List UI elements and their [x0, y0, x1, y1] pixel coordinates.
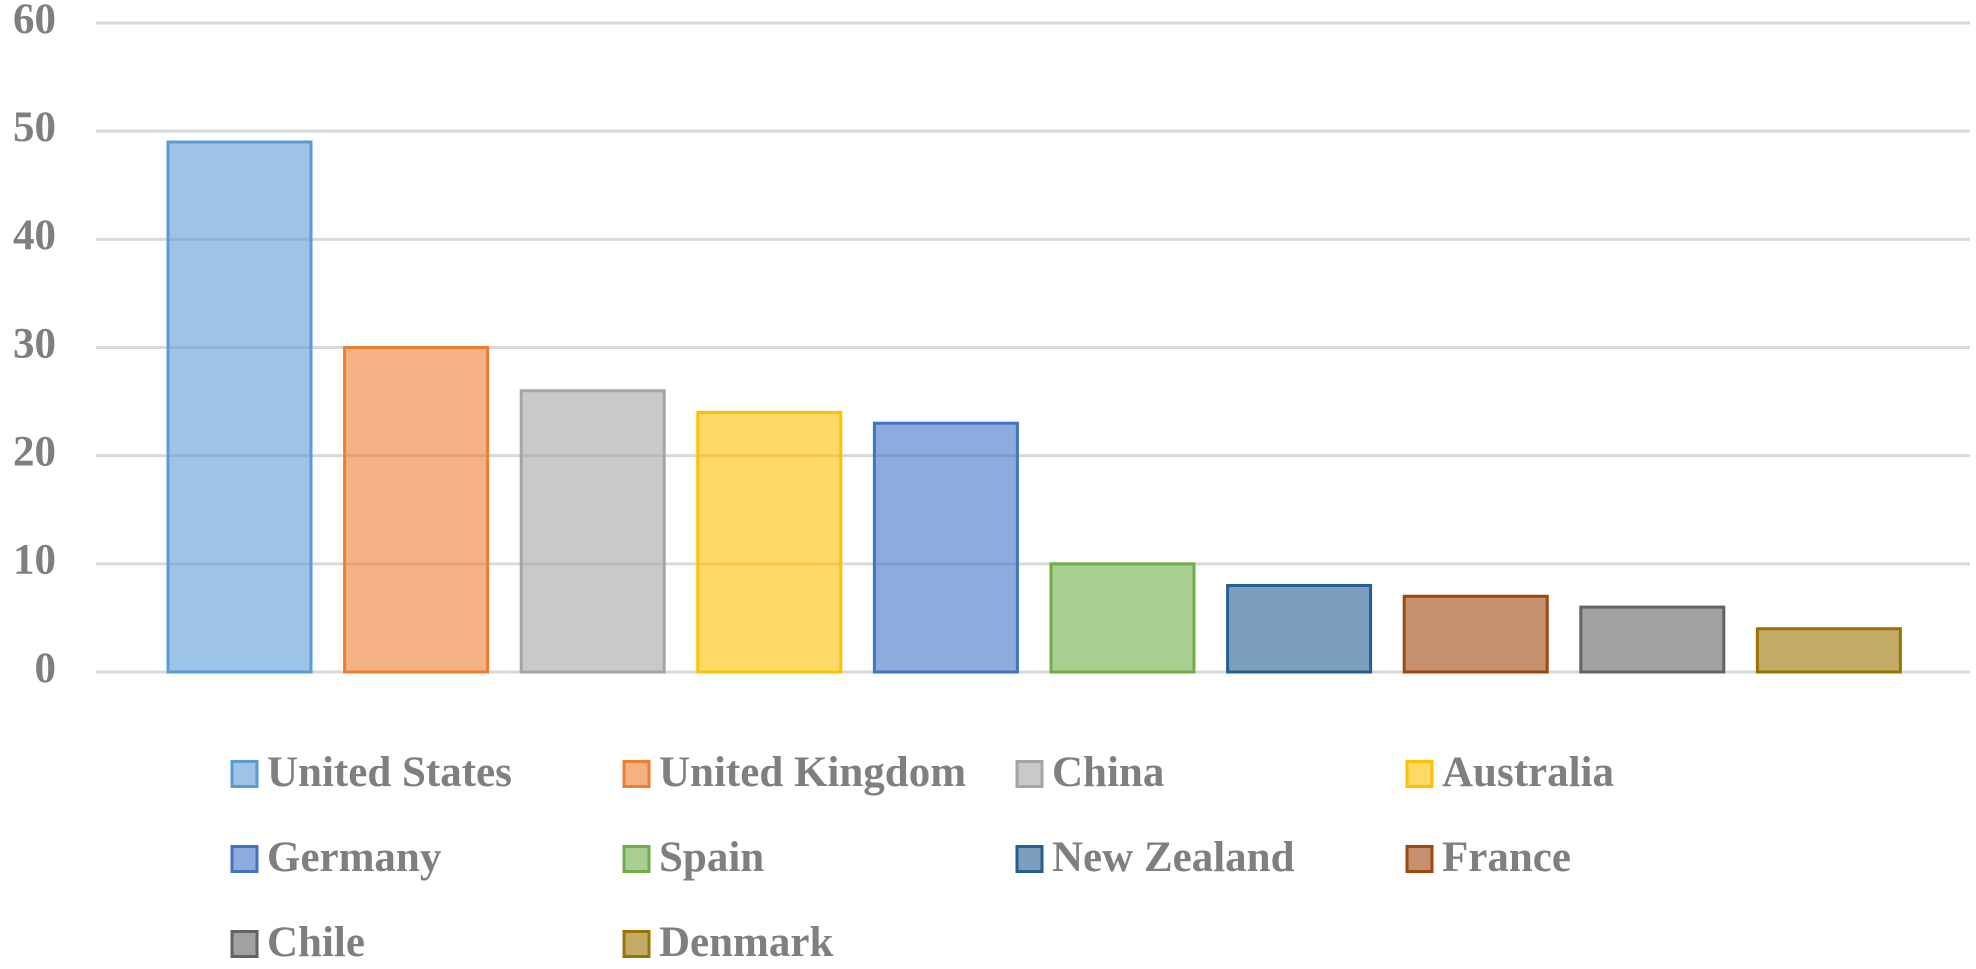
bar	[696, 410, 843, 674]
bar	[1402, 594, 1549, 674]
legend-label: New Zealand	[1052, 834, 1295, 881]
legend-label: China	[1052, 749, 1164, 796]
y-tick-label: 30	[13, 320, 56, 367]
legend-label: Germany	[267, 834, 442, 881]
y-tick-label: 10	[13, 537, 56, 584]
bar	[872, 421, 1019, 674]
bar	[1226, 583, 1373, 674]
legend-marker	[1015, 760, 1044, 788]
legend-label: United Kingdom	[659, 749, 966, 796]
legend-label: Chile	[267, 919, 365, 966]
legend-marker	[230, 760, 259, 788]
legend-marker	[1015, 845, 1044, 873]
legend-label: United States	[267, 749, 512, 796]
y-tick-label: 40	[13, 212, 56, 259]
bar	[1579, 605, 1726, 674]
bar	[519, 389, 666, 674]
legend-label: Australia	[1442, 749, 1614, 796]
y-tick-label: 0	[35, 645, 57, 692]
bar	[1755, 627, 1902, 674]
bar	[343, 346, 490, 674]
legend-marker	[622, 760, 651, 788]
legend-label: Spain	[659, 834, 764, 881]
legend-label: France	[1442, 834, 1571, 881]
bar	[1049, 562, 1196, 674]
legend-marker	[1405, 760, 1434, 788]
legend-marker	[230, 930, 259, 958]
legend-marker	[230, 845, 259, 873]
legend-label: Denmark	[659, 919, 833, 966]
legend-marker	[622, 845, 651, 873]
y-tick-label: 20	[13, 429, 56, 476]
legend-marker	[1405, 845, 1434, 873]
bar	[166, 140, 313, 674]
y-tick-label: 60	[13, 0, 56, 43]
legend-marker	[622, 930, 651, 958]
y-tick-label: 50	[13, 104, 56, 151]
